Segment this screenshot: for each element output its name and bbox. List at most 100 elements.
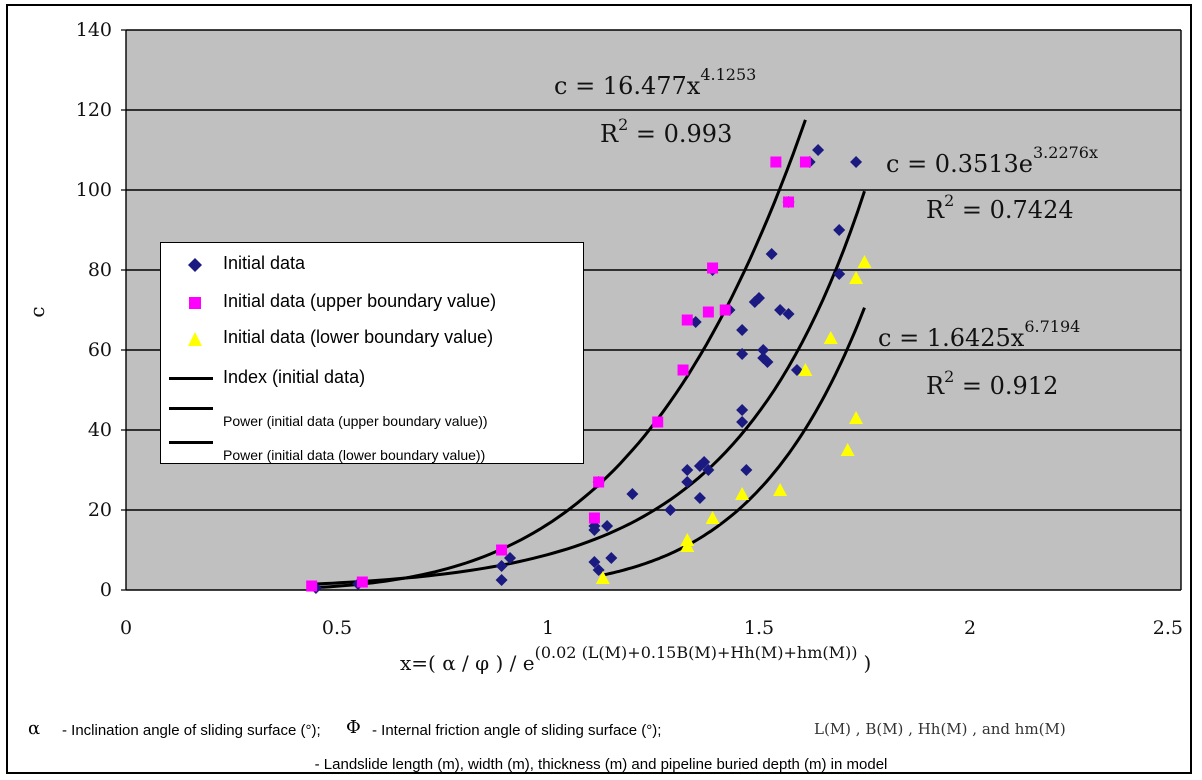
point-initial-data: [736, 324, 749, 336]
point-initial-data: [765, 248, 778, 260]
point-upper-boundary: [588, 512, 600, 524]
point-lower-boundary: [849, 271, 864, 284]
point-upper-boundary: [677, 364, 689, 376]
equation-lower: c = 1.6425x6.7194: [878, 317, 1080, 352]
point-initial-data: [495, 574, 508, 586]
point-upper-boundary: [306, 580, 318, 592]
point-initial-data: [812, 144, 825, 156]
r2-index: R2 = 0.7424: [926, 191, 1074, 224]
point-upper-boundary: [799, 156, 811, 168]
alpha-description: - Inclination angle of sliding surface (…: [62, 722, 321, 739]
y-axis-title: c: [25, 306, 49, 317]
r2-upper: R2 = 0.993: [600, 115, 732, 148]
point-lower-boundary: [849, 411, 864, 424]
point-initial-data: [736, 416, 749, 428]
point-lower-boundary: [798, 363, 813, 376]
point-upper-boundary: [496, 544, 508, 556]
point-initial-data: [757, 344, 770, 356]
point-lower-boundary: [595, 571, 610, 584]
x-axis-title: x=( α / φ ) / e(0.02 (L(M)+0.15B(M)+Hh(M…: [400, 643, 871, 675]
model-variables: L(M) , B(M) , Hh(M) , and hm(M): [814, 720, 1066, 738]
point-initial-data: [605, 552, 618, 564]
point-initial-data: [495, 560, 508, 572]
y-tick-label: 80: [88, 259, 112, 281]
line-marker-icon: [169, 407, 213, 410]
y-tick-label: 120: [76, 99, 112, 121]
legend-label: Initial data: [223, 253, 306, 273]
point-initial-data: [782, 308, 795, 320]
point-initial-data: [850, 156, 863, 168]
point-initial-data: [736, 348, 749, 360]
point-initial-data: [702, 464, 715, 476]
point-initial-data: [761, 356, 774, 368]
diamond-marker-icon: [188, 258, 202, 272]
x-tick-label: 2: [964, 617, 976, 639]
y-tick-label: 60: [88, 339, 112, 361]
triangle-marker-icon: [188, 332, 202, 346]
point-lower-boundary: [705, 511, 720, 524]
point-initial-data: [833, 224, 846, 236]
point-initial-data: [790, 364, 803, 376]
point-initial-data: [601, 520, 614, 532]
phi-description: - Internal friction angle of sliding sur…: [372, 722, 662, 739]
point-lower-boundary: [857, 255, 872, 268]
x-axis-title-exponent: (0.02 (L(M)+0.15B(M)+Hh(M)+hm(M)): [535, 643, 858, 662]
x-axis-title-main: x=( α / φ ) / e: [400, 651, 535, 675]
x-tick-label: 2.5: [1153, 617, 1183, 639]
point-upper-boundary: [770, 156, 782, 168]
phi-symbol: Φ: [346, 717, 361, 738]
point-initial-data: [681, 464, 694, 476]
legend-label: Initial data (lower boundary value): [223, 327, 494, 347]
legend-label: Power (initial data (lower boundary valu…: [223, 447, 486, 463]
point-initial-data: [592, 564, 605, 576]
point-initial-data: [626, 488, 639, 500]
point-upper-boundary: [681, 314, 693, 326]
alpha-symbol: α: [28, 718, 41, 739]
point-initial-data: [736, 404, 749, 416]
point-upper-boundary: [652, 416, 664, 428]
trendline-power: [602, 307, 866, 577]
legend-label: Power (initial data (upper boundary valu…: [223, 413, 488, 429]
point-initial-data: [774, 304, 787, 316]
legend: Initial data Initial data (upper boundar…: [160, 242, 584, 464]
legend-label: Initial data (upper boundary value): [223, 291, 497, 311]
x-axis-title-close: ): [863, 651, 871, 675]
figure-frame: 0 20 40 60 80 100 120 140 0 0.5 1 1.5 2 2.5 c x=( α /…: [6, 4, 1192, 774]
r2-lower: R2 = 0.912: [926, 367, 1058, 400]
point-initial-data: [664, 504, 677, 516]
point-initial-data: [698, 456, 711, 468]
point-initial-data: [753, 292, 765, 304]
point-upper-boundary: [783, 196, 795, 208]
y-tick-label: 20: [88, 499, 112, 521]
x-tick-label: 1.5: [744, 617, 774, 639]
square-marker-icon: [189, 297, 201, 309]
point-lower-boundary: [840, 443, 855, 456]
x-tick-label: 1: [542, 617, 554, 639]
point-upper-boundary: [719, 304, 731, 316]
caption-line-2: - Landslide length (m), width (m), thick…: [314, 756, 888, 773]
point-lower-boundary: [680, 533, 695, 546]
point-initial-data: [588, 556, 601, 568]
point-upper-boundary: [593, 476, 605, 488]
legend-label: Index (initial data): [223, 367, 366, 387]
equation-index: c = 0.3513e3.2276x: [886, 143, 1098, 178]
point-lower-boundary: [735, 487, 750, 500]
point-initial-data: [833, 268, 846, 280]
point-initial-data: [693, 492, 706, 504]
line-marker-icon: [169, 441, 213, 444]
data-points: [306, 144, 872, 594]
y-tick-label: 100: [76, 179, 112, 201]
line-marker-icon: [169, 377, 213, 380]
x-tick-label: 0.5: [322, 617, 352, 639]
y-tick-label: 40: [88, 419, 112, 441]
point-lower-boundary: [773, 483, 788, 496]
y-tick-label: 0: [100, 579, 112, 601]
point-upper-boundary: [702, 306, 714, 318]
axis-ticks: 0 20 40 60 80 100 120 140 0 0.5 1 1.5 2 2.5: [76, 19, 1183, 639]
point-upper-boundary: [707, 262, 719, 274]
point-lower-boundary: [823, 331, 838, 344]
point-initial-data: [740, 464, 753, 476]
point-upper-boundary: [356, 576, 368, 588]
point-initial-data: [681, 476, 694, 488]
x-tick-label: 0: [120, 617, 132, 639]
